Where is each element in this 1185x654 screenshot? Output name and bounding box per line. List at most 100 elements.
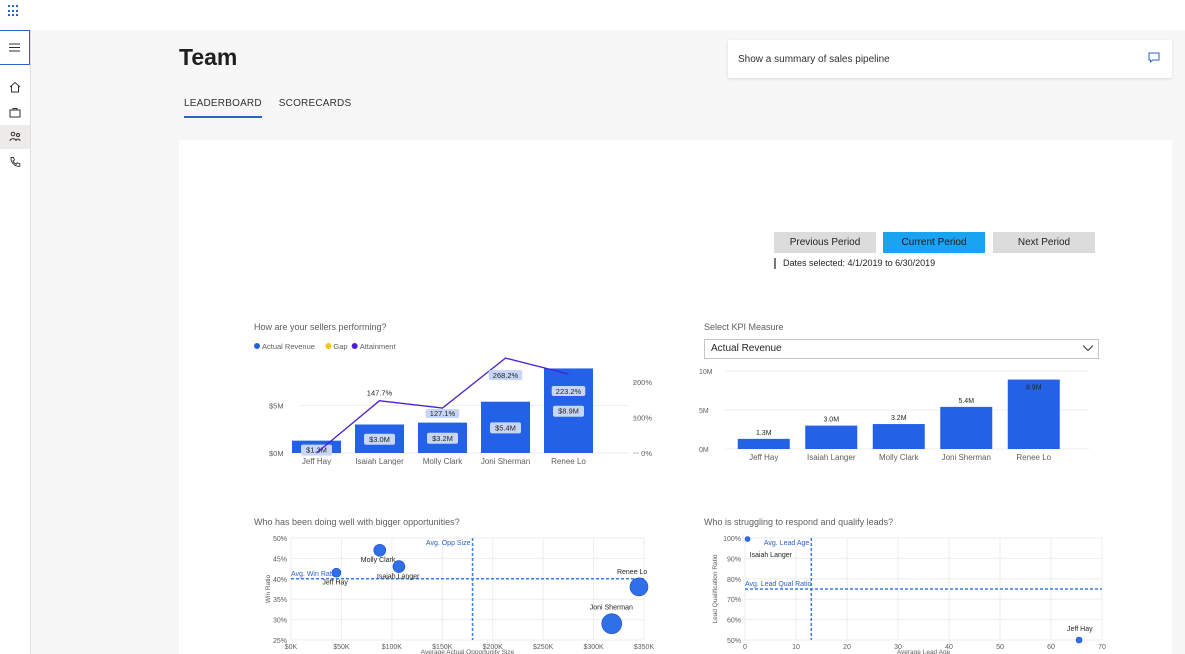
reference-label: Avg. Opp Size bbox=[426, 540, 471, 547]
data-label: 8.9M bbox=[1026, 385, 1042, 392]
chat-icon[interactable] bbox=[1148, 52, 1160, 63]
report-canvas: Previous Period Current Period Next Peri… bbox=[179, 140, 1172, 654]
x-tick-label: 60 bbox=[1047, 644, 1055, 651]
kpi-measure-label: Select KPI Measure bbox=[704, 322, 784, 332]
leads-scatter: 0 10 20 30 40 50 60 70 50% 60% 70% 80% 90% 100% Averag… bbox=[712, 536, 1106, 654]
team-icon[interactable] bbox=[0, 125, 30, 149]
kpi-selected-value: Actual Revenue bbox=[711, 343, 782, 354]
y-axis-title: Win Ratio bbox=[265, 575, 272, 604]
x-tick-label: Molly Clark bbox=[423, 457, 464, 465]
copilot-prompt-box[interactable]: Show a summary of sales pipeline bbox=[728, 40, 1172, 78]
current-period-button[interactable]: Current Period bbox=[883, 232, 985, 253]
bar-kpi bbox=[737, 438, 790, 449]
attainment-label-bg bbox=[551, 386, 586, 397]
briefcase-icon[interactable] bbox=[0, 100, 30, 124]
phone-icon[interactable] bbox=[0, 150, 30, 174]
scatter-point bbox=[629, 577, 649, 597]
y2-tick-label: 200% bbox=[633, 378, 653, 387]
y-tick-label: 70% bbox=[727, 597, 741, 604]
data-label-bg bbox=[364, 433, 395, 445]
x-tick-label: 40 bbox=[945, 644, 953, 651]
x-tick-label: $0K bbox=[285, 644, 298, 651]
x-tick-label: $150K bbox=[432, 644, 453, 651]
x-tick-label: 20 bbox=[843, 644, 851, 651]
x-tick-label: Molly Clark bbox=[879, 453, 920, 462]
y-tick-label: 60% bbox=[727, 618, 741, 625]
point-label: Jeff Hay bbox=[1067, 626, 1093, 633]
y-tick-label: 25% bbox=[273, 638, 287, 645]
scatter-point bbox=[373, 543, 387, 557]
y-tick-label: 100% bbox=[723, 536, 741, 543]
point-label: Renee Lo bbox=[617, 569, 647, 576]
left-nav-rail bbox=[0, 30, 31, 654]
point-label: Joni Sherman bbox=[590, 605, 633, 612]
point-label: Isaiah Langer bbox=[750, 552, 793, 559]
legend-label: Actual Revenue bbox=[262, 342, 315, 351]
data-label: $3.2M bbox=[432, 434, 453, 443]
chart-title-performance: How are your sellers performing? bbox=[254, 322, 387, 332]
point-label: Jeff Hay bbox=[322, 580, 348, 587]
main-area: Team LEADERBOARD SCORECARDS Show a summa… bbox=[31, 30, 1185, 654]
x-tick-label: 70 bbox=[1098, 644, 1106, 651]
legend-marker bbox=[325, 343, 332, 349]
previous-period-button[interactable]: Previous Period bbox=[774, 232, 876, 253]
scatter-point bbox=[1075, 636, 1083, 644]
x-axis-title: Average Actual Opportunity Size bbox=[421, 649, 515, 654]
x-tick-label: Isaiah Langer bbox=[807, 453, 856, 462]
plot-area bbox=[290, 537, 645, 641]
x-tick-label: $50K bbox=[333, 644, 350, 651]
hamburger-menu-icon[interactable] bbox=[0, 30, 30, 65]
x-tick-label: $100K bbox=[382, 644, 403, 651]
legend-label: Attainment bbox=[360, 342, 397, 351]
y-tick-label: 5M bbox=[699, 408, 709, 415]
reference-label: Avg. Lead Age bbox=[764, 540, 810, 547]
x-tick-label: 0 bbox=[743, 644, 747, 651]
x-tick-label: 10 bbox=[792, 644, 800, 651]
data-label: $1.3M bbox=[306, 446, 327, 455]
x-tick-label: Joni Sherman bbox=[481, 457, 530, 465]
chevron-down-icon bbox=[1082, 345, 1094, 352]
data-label-bg bbox=[553, 405, 584, 417]
y-tick-label: 10M bbox=[699, 369, 713, 376]
copilot-prompt-text: Show a summary of sales pipeline bbox=[738, 54, 890, 65]
x-tick-label: Renee Lo bbox=[551, 457, 586, 465]
bar-kpi bbox=[940, 406, 993, 449]
legend-label: Gap bbox=[333, 342, 347, 351]
data-label: 3.0M bbox=[823, 417, 839, 424]
x-tick-label: Renee Lo bbox=[1016, 453, 1051, 462]
legend-marker bbox=[254, 343, 260, 349]
scatter-point bbox=[744, 536, 751, 542]
y-tick-label: $5M bbox=[269, 402, 284, 411]
x-tick-label: 50 bbox=[996, 644, 1004, 651]
tab-bar: LEADERBOARD SCORECARDS bbox=[184, 98, 351, 118]
y-tick-label: 35% bbox=[273, 597, 287, 604]
data-label: $3.0M bbox=[369, 435, 390, 444]
attainment-label: 127.1% bbox=[430, 409, 456, 418]
next-period-button[interactable]: Next Period bbox=[993, 232, 1095, 253]
bar-kpi bbox=[1007, 379, 1060, 449]
x-tick-label: $350K bbox=[634, 644, 655, 651]
sellers-performance-chart: Actual Revenue Gap Attainment $0M $5M 0% 100% 2… bbox=[254, 342, 653, 465]
data-label: $5.4M bbox=[495, 423, 516, 432]
tab-scorecards[interactable]: SCORECARDS bbox=[278, 98, 352, 109]
home-icon[interactable] bbox=[0, 75, 30, 99]
y2-tick-label: 0% bbox=[641, 449, 652, 458]
point-label: Molly Clark bbox=[361, 557, 396, 564]
data-label-bg bbox=[490, 422, 521, 434]
kpi-measure-dropdown[interactable]: Actual Revenue bbox=[704, 339, 1099, 359]
attainment-line bbox=[316, 357, 569, 454]
reference-label: Avg. Lead Qual Ratio bbox=[745, 581, 812, 588]
app-launcher-icon[interactable] bbox=[8, 5, 20, 17]
attainment-label: 223.2% bbox=[556, 387, 582, 396]
data-label: 3.2M bbox=[891, 415, 907, 422]
y-tick-label: 30% bbox=[273, 618, 287, 625]
y-tick-label: 0M bbox=[699, 447, 709, 454]
scatter-point bbox=[601, 613, 623, 634]
y-tick-label: 50% bbox=[727, 638, 741, 645]
x-tick-label: Jeff Hay bbox=[749, 453, 778, 462]
page-title: Team bbox=[179, 44, 238, 70]
bar-kpi bbox=[872, 424, 925, 449]
attainment-label: 268.2% bbox=[493, 371, 519, 380]
tab-leaderboard[interactable]: LEADERBOARD bbox=[184, 98, 262, 118]
y-tick-label: $0M bbox=[269, 449, 284, 458]
